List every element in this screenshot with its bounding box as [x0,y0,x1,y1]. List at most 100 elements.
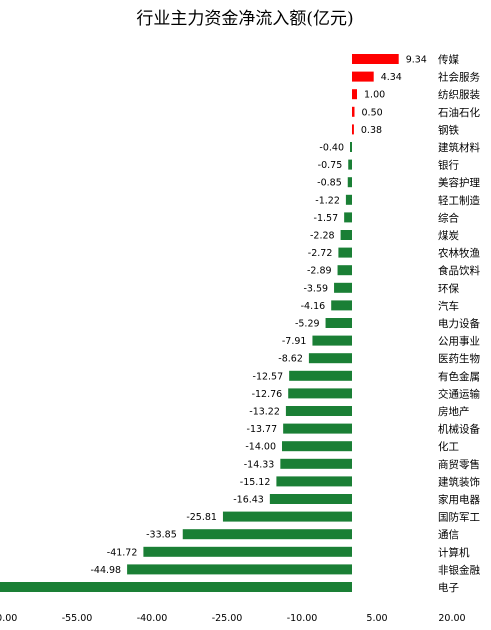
category-label: 电力设备 [438,317,480,330]
x-tick-label: -55.00 [62,613,93,624]
bar-15 [331,300,352,311]
category-label: 石油石化 [438,106,480,119]
value-label: -0.85 [317,178,342,189]
bar-30 [127,564,352,575]
bar-3 [352,89,357,100]
value-label: -0.75 [318,160,343,171]
value-label: -8.62 [278,354,303,365]
value-label: -2.28 [310,231,335,242]
category-label: 公用事业 [438,335,480,348]
value-label: -15.12 [240,477,271,488]
category-label: 银行 [438,159,459,172]
category-label: 家用电器 [438,493,480,506]
value-label: -3.59 [303,283,328,294]
value-label: -44.98 [90,565,121,576]
bar-22 [283,423,352,434]
value-label: -1.57 [314,213,339,224]
bar-19 [289,370,352,381]
bar-8 [347,177,352,188]
bar-27 [222,511,352,522]
category-label: 交通运输 [438,387,480,400]
bar-26 [269,494,352,504]
category-label: 房地产 [438,405,470,418]
bar-23 [282,441,352,452]
category-label: 美容护理 [438,176,480,189]
category-labels-group: 传媒社会服务纺织服装石油石化钢铁建筑材料银行美容护理轻工制造综合煤炭农林牧渔食品… [438,53,480,594]
bar-4 [352,106,355,117]
bar-21 [285,406,352,416]
value-label: 1.00 [364,90,385,101]
value-label: -2.89 [307,266,332,277]
category-label: 环保 [438,282,459,295]
category-label: 建筑装饰 [438,475,480,488]
value-label: -16.43 [233,495,264,506]
category-label: 钢铁 [438,123,459,136]
bar-7 [348,159,352,170]
bar-6 [350,142,352,152]
bar-25 [276,476,352,487]
value-label: -14.33 [244,459,275,470]
value-label: -13.77 [247,424,278,435]
x-tick-label: 20.00 [438,613,465,624]
value-label: -41.72 [107,547,138,558]
bar-31 [0,582,353,592]
value-label: -7.91 [282,336,307,347]
category-label: 传媒 [438,53,459,66]
x-tick-label: -10.00 [287,613,318,624]
bar-10 [344,212,352,223]
category-label: 食品饮料 [438,264,480,277]
value-label: -25.81 [186,512,217,523]
value-label: -13.22 [249,407,280,418]
value-label: 0.38 [361,125,382,136]
value-label: -33.85 [146,530,177,541]
bar-16 [325,318,352,328]
category-label: 医药生物 [438,352,480,365]
chart-title: 行业主力资金净流入额(亿元) [136,9,353,29]
value-label: 0.50 [362,107,383,118]
category-label: 通信 [438,529,459,541]
x-tick-label: -40.00 [137,613,168,624]
category-label: 化工 [438,440,459,453]
value-label: 9.34 [406,55,427,66]
value-label: -4.16 [301,301,326,312]
bar-2 [352,71,374,82]
bar-24 [280,458,352,469]
bar-11 [340,230,352,240]
x-tick-label: 5.00 [366,613,387,624]
value-label: -0.40 [319,143,344,154]
category-label: 农林牧渔 [438,247,480,260]
category-label: 计算机 [438,546,470,559]
category-label: 纺织服装 [438,88,480,101]
category-label: 国防军工 [438,511,480,524]
value-label: -14.00 [245,442,276,453]
x-tick-label: -70.00 [0,613,17,624]
bar-9 [345,194,352,205]
category-label: 煤炭 [438,229,459,242]
bar-12 [338,247,352,258]
value-label: -5.29 [295,319,320,330]
value-label: 4.34 [381,72,402,83]
bar-1 [352,54,399,64]
category-label: 有色金属 [438,370,480,383]
x-tick-label: -25.00 [212,613,243,624]
bar-17 [312,335,352,346]
value-label: -1.22 [315,195,340,206]
category-label: 商贸零售 [438,458,480,471]
bar-18 [308,353,352,364]
bars-group [0,54,399,592]
category-label: 建筑材料 [438,141,480,154]
bar-5 [352,124,354,135]
value-label: -2.72 [308,248,333,259]
bar-14 [334,282,352,293]
category-label: 电子 [438,581,459,594]
category-label: 机械设备 [438,423,480,436]
category-label: 综合 [438,211,459,224]
bar-28 [182,529,352,540]
category-label: 轻工制造 [438,194,480,207]
bar-20 [288,388,352,399]
category-label: 非银金融 [438,563,480,576]
category-label: 汽车 [438,299,459,312]
value-label: -12.76 [252,389,283,400]
